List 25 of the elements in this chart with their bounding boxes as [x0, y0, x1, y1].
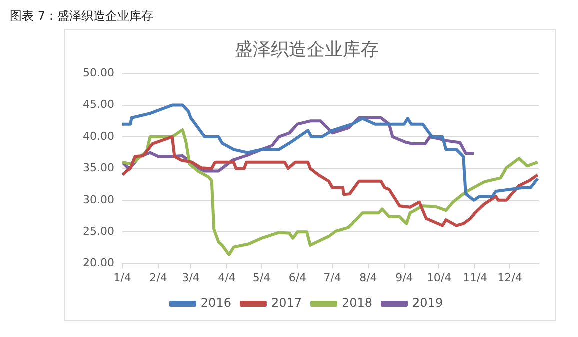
x-tick-label: 7/4 — [324, 271, 342, 284]
legend-label: 2018 — [342, 296, 373, 310]
y-tick-label: 30.00 — [82, 193, 114, 206]
chart-title: 盛泽织造企业库存 — [235, 39, 379, 60]
y-tick-label: 45.00 — [82, 98, 114, 112]
legend-label: 2019 — [412, 296, 444, 310]
x-tick-label: 4/4 — [218, 271, 236, 284]
x-tick-label: 1/4 — [114, 271, 132, 284]
y-tick-label: 20.00 — [82, 256, 114, 270]
x-tick-label: 8/4 — [360, 271, 378, 284]
x-tick-label: 6/4 — [288, 271, 307, 284]
y-tick-label: 35.00 — [82, 162, 114, 175]
y-tick-label: 40.00 — [82, 130, 114, 143]
y-tick-label: 50.00 — [82, 66, 114, 80]
x-tick-label: 11/4 — [462, 271, 488, 284]
legend-label: 2016 — [200, 296, 232, 310]
legend-label: 2017 — [271, 296, 302, 310]
x-tick-label: 10/4 — [426, 271, 452, 284]
x-tick-label: 12/4 — [498, 271, 522, 284]
x-tick-label: 9/4 — [396, 271, 414, 284]
y-tick-label: 25.00 — [82, 224, 114, 238]
x-tick-label: 3/4 — [182, 271, 200, 284]
text: 图表 7：盛泽织造企业库存 — [10, 8, 154, 25]
x-tick-label: 5/4 — [252, 271, 271, 284]
x-tick-label: 2/4 — [150, 271, 168, 284]
